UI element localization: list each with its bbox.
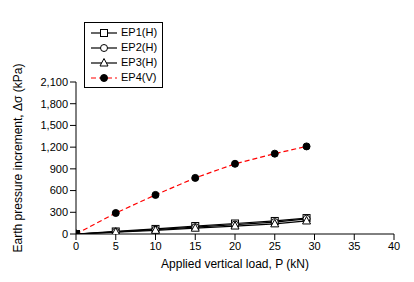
svg-text:Earth pressure increment, Δσ (: Earth pressure increment, Δσ (kPa) bbox=[11, 64, 25, 253]
svg-text:1,500: 1,500 bbox=[40, 119, 68, 131]
html-text:EP2(H): EP2(H) bbox=[121, 41, 158, 53]
svg-text:10: 10 bbox=[149, 240, 161, 252]
svg-text:1,200: 1,200 bbox=[40, 141, 68, 153]
svg-text:40: 40 bbox=[388, 240, 400, 252]
svg-text:35: 35 bbox=[348, 240, 360, 252]
svg-text:Applied vertical load, P (kN): Applied vertical load, P (kN) bbox=[161, 257, 309, 271]
svg-text:300: 300 bbox=[50, 206, 68, 218]
svg-text:30: 30 bbox=[308, 240, 320, 252]
svg-text:15: 15 bbox=[189, 240, 201, 252]
svg-text:1,800: 1,800 bbox=[40, 98, 68, 110]
html-text:EP3(H): EP3(H) bbox=[121, 56, 158, 68]
svg-text:900: 900 bbox=[50, 163, 68, 175]
svg-text:20: 20 bbox=[229, 240, 241, 252]
svg-text:600: 600 bbox=[50, 184, 68, 196]
html-text:EP4(V): EP4(V) bbox=[121, 71, 157, 83]
svg-text:2,100: 2,100 bbox=[40, 76, 68, 88]
svg-text:25: 25 bbox=[269, 240, 281, 252]
svg-text:5: 5 bbox=[113, 240, 119, 252]
html-text:EP1(H): EP1(H) bbox=[121, 26, 158, 38]
svg-text:0: 0 bbox=[73, 240, 79, 252]
svg-text:0: 0 bbox=[62, 228, 68, 240]
